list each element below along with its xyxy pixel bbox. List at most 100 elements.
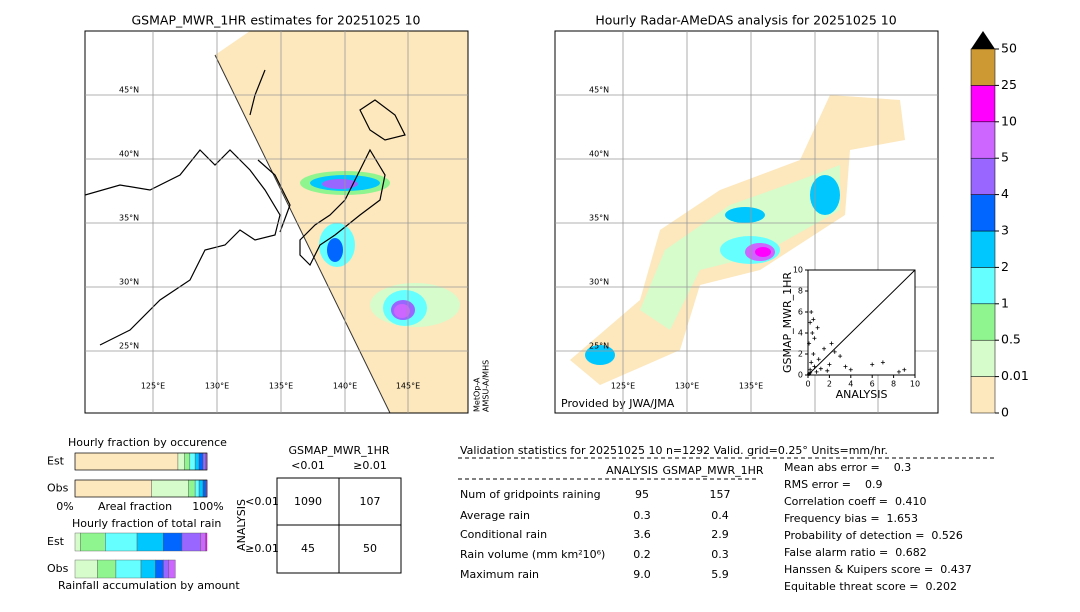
cell: 1090 bbox=[294, 495, 322, 508]
scatter-point bbox=[902, 367, 907, 372]
score: Probability of detection = 0.526 bbox=[784, 529, 963, 542]
fraction-segment bbox=[194, 479, 200, 498]
cell: 50 bbox=[363, 542, 377, 555]
scatter-point bbox=[811, 317, 816, 322]
colorbar-box bbox=[970, 230, 996, 268]
fraction-segment bbox=[80, 532, 106, 552]
x-tick-label: 4 bbox=[848, 380, 853, 389]
lat-label: 40°N bbox=[589, 150, 609, 159]
y-tick-label: 4 bbox=[798, 329, 803, 338]
fraction-segment bbox=[198, 479, 204, 498]
fraction-segment bbox=[202, 452, 206, 471]
stat-value: 0.2 bbox=[633, 548, 651, 561]
fraction-segment bbox=[105, 532, 138, 552]
colorbar-box bbox=[970, 376, 996, 414]
stat-value: 157 bbox=[710, 488, 731, 501]
y-axis-label: GSMAP_MWR_1HR bbox=[781, 272, 794, 373]
scatter-point bbox=[814, 369, 819, 374]
fraction-segment bbox=[168, 559, 176, 579]
row-label: <0.01 bbox=[245, 495, 279, 508]
lon-label: 130°E bbox=[205, 382, 229, 391]
colorbar-label: 4 bbox=[1001, 186, 1009, 201]
lon-label: 145°E bbox=[396, 382, 420, 391]
colorbar-label: 0 bbox=[1001, 405, 1009, 420]
credit: Provided by JWA/JMA bbox=[561, 397, 675, 410]
scatter-point bbox=[807, 341, 812, 346]
score: Hanssen & Kuipers score = 0.437 bbox=[784, 563, 972, 576]
fraction-segment bbox=[189, 452, 196, 471]
y-tick-label: 2 bbox=[798, 350, 803, 359]
scatter-point bbox=[810, 331, 815, 335]
fraction-segment bbox=[184, 452, 191, 471]
lat-label: 30°N bbox=[589, 278, 609, 287]
row-label: Est bbox=[47, 455, 65, 468]
lat-label: 25°N bbox=[589, 342, 609, 351]
stat-label: Average rain bbox=[460, 509, 530, 522]
stat-value: 95 bbox=[635, 488, 649, 501]
fraction-segment bbox=[163, 559, 169, 579]
map-frame bbox=[84, 30, 469, 414]
fraction-segment bbox=[188, 479, 196, 498]
row-label: ≥0.01 bbox=[245, 542, 279, 555]
x-axis-label: ANALYSIS bbox=[836, 388, 888, 401]
col-label: GSMAP_MWR_1HR bbox=[662, 464, 763, 477]
stat-value: 5.9 bbox=[711, 568, 729, 581]
scatter-point bbox=[870, 362, 875, 367]
scatter-point bbox=[809, 310, 814, 314]
stat-value: 0.4 bbox=[711, 509, 729, 522]
colorbar-box bbox=[970, 267, 996, 305]
scatter-point bbox=[808, 320, 813, 325]
lat-label: 35°N bbox=[119, 214, 139, 223]
score: Mean abs error = 0.3 bbox=[784, 461, 911, 474]
score: Frequency bias = 1.653 bbox=[784, 512, 918, 525]
lat-label: 25°N bbox=[119, 342, 139, 351]
fraction-segment bbox=[115, 559, 142, 579]
scatter-point bbox=[816, 357, 821, 362]
lon-label: 140°E bbox=[333, 382, 357, 391]
lon-label: 135°E bbox=[269, 382, 293, 391]
colorbar-label: 50 bbox=[1001, 41, 1017, 56]
colorbar-label: 10 bbox=[1001, 113, 1017, 128]
lat-label: 45°N bbox=[589, 86, 609, 95]
cell: 45 bbox=[301, 542, 315, 555]
scatter-point bbox=[896, 369, 901, 374]
col-label: ANALYSIS bbox=[606, 464, 658, 477]
lon-label: 125°E bbox=[611, 382, 635, 391]
fraction-segment bbox=[163, 532, 183, 552]
fraction-segment bbox=[205, 532, 208, 552]
x-tick-label: 2 bbox=[827, 380, 832, 389]
panel-title: Hourly fraction by occurence bbox=[68, 436, 227, 449]
scatter-point bbox=[809, 360, 814, 365]
row-title: ANALYSIS bbox=[235, 499, 248, 551]
lon-label: 135°E bbox=[739, 382, 763, 391]
lon-label: 130°E bbox=[675, 382, 699, 391]
panel-title: Hourly fraction of total rain bbox=[72, 517, 221, 530]
colorbar-label: 1 bbox=[1001, 295, 1009, 310]
colorbar-box bbox=[970, 48, 996, 86]
fraction-segment bbox=[202, 479, 206, 498]
scatter-point bbox=[822, 346, 827, 351]
scatter-point bbox=[811, 352, 816, 356]
row-label: Obs bbox=[47, 562, 69, 575]
lon-label: 125°E bbox=[141, 382, 165, 391]
colorbar-box bbox=[970, 157, 996, 195]
fraction-segment bbox=[177, 452, 185, 471]
col-label: ≥0.01 bbox=[353, 459, 387, 472]
scatter-point bbox=[827, 362, 832, 367]
y-tick-label: 8 bbox=[798, 287, 803, 296]
stat-label: Num of gridpoints raining bbox=[460, 488, 601, 501]
fraction-segment bbox=[181, 532, 201, 552]
stat-label: Maximum rain bbox=[460, 568, 539, 581]
score: RMS error = 0.9 bbox=[784, 478, 882, 491]
score: False alarm ratio = 0.682 bbox=[784, 546, 927, 559]
bar-frame bbox=[74, 479, 208, 498]
y-tick-label: 0 bbox=[798, 371, 803, 380]
diagonal bbox=[807, 269, 916, 376]
scatter-point bbox=[825, 368, 830, 373]
colorbar-box bbox=[970, 85, 996, 123]
axis-label: Areal fraction bbox=[98, 500, 172, 513]
x-tick-label: 8 bbox=[891, 380, 896, 389]
scatter-point bbox=[812, 364, 817, 369]
x-tick-label: 10 bbox=[910, 380, 920, 389]
fraction-segment bbox=[200, 532, 206, 552]
